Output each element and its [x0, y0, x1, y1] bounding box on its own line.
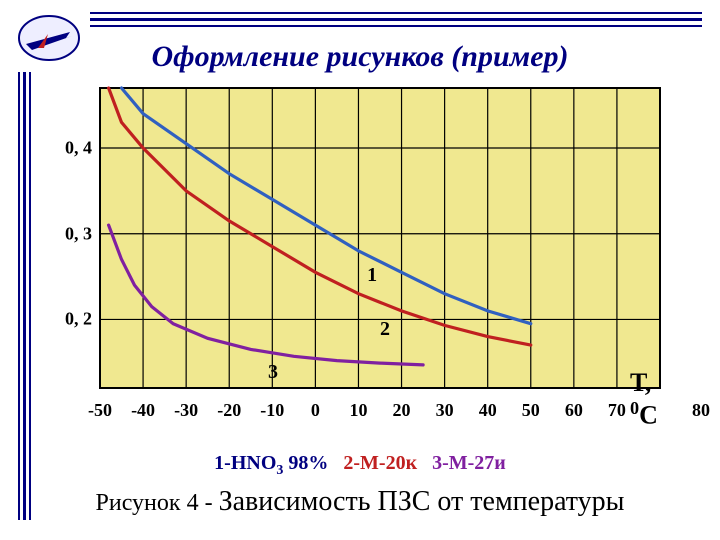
- y-tick-label: 0, 2: [65, 309, 92, 330]
- x-tick-label: 50: [522, 400, 540, 421]
- series-label: 1: [367, 264, 377, 287]
- legend-item-3: 3-М-27и: [432, 452, 506, 474]
- x-tick-label: 10: [349, 400, 367, 421]
- x-tick-label: 70: [608, 400, 626, 421]
- x-axis-title: Т, 0С: [630, 368, 666, 431]
- header-rule: [90, 12, 702, 38]
- x-tick-label: -20: [217, 400, 241, 421]
- y-tick-label: 0, 3: [65, 223, 92, 244]
- x-tick-label: -40: [131, 400, 155, 421]
- x-tick-label: 60: [565, 400, 583, 421]
- y-tick-label: 0, 4: [65, 138, 92, 159]
- slide-title: Оформление рисунков (пример): [0, 40, 720, 74]
- x-tick-label: 80: [692, 400, 710, 421]
- series-label: 3: [268, 361, 278, 384]
- legend-item-1: 1-HNO3 98%: [214, 452, 328, 474]
- x-tick-label: 0: [311, 400, 320, 421]
- chart: Т, 0С 0, 2 0, 3 0, 4 -50 -40 -30 -20 -10 0 10 20 30…: [44, 88, 666, 438]
- x-tick-label: 20: [393, 400, 411, 421]
- x-tick-label: 30: [436, 400, 454, 421]
- figure-caption: Рисунок 4 - Зависимость ПЗС от температу…: [0, 486, 720, 518]
- plot-area: [100, 88, 660, 388]
- legend-item-2: 2-М-20к: [343, 452, 417, 474]
- x-tick-label: -30: [174, 400, 198, 421]
- x-tick-label: -10: [260, 400, 284, 421]
- legend: 1-HNO3 98% 2-М-20к 3-М-27и: [0, 452, 720, 479]
- x-tick-label: 40: [479, 400, 497, 421]
- x-tick-label: -50: [88, 400, 112, 421]
- series-label: 2: [380, 318, 390, 341]
